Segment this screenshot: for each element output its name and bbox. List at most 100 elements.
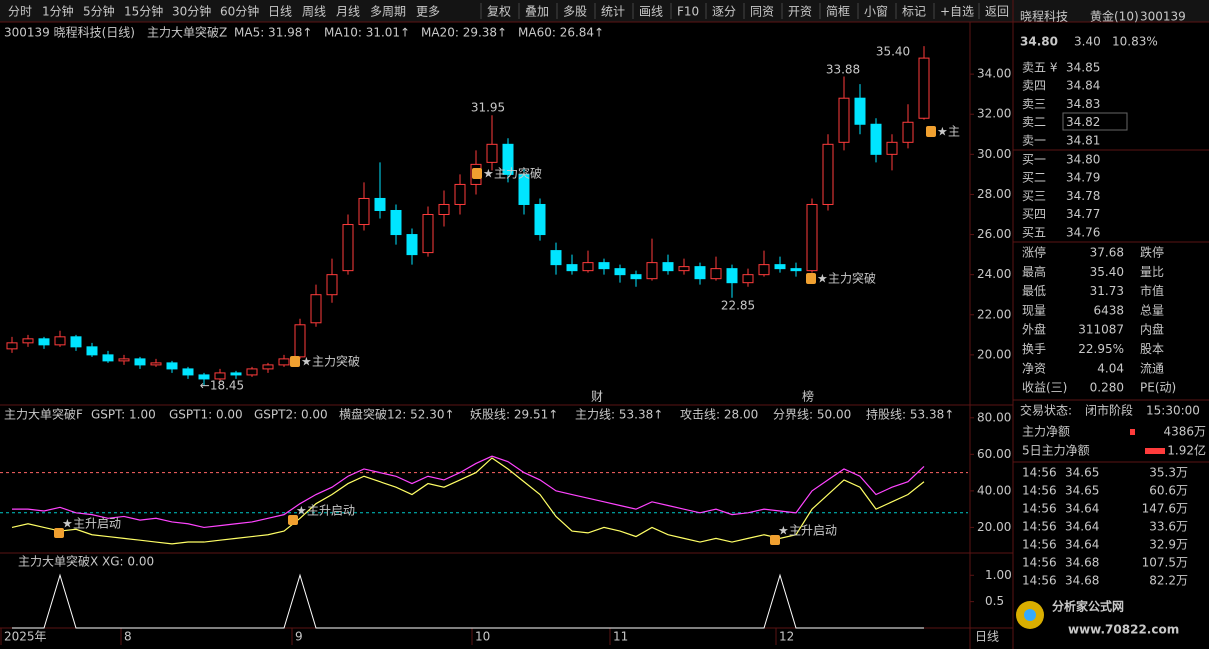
date-label: 9: [295, 630, 303, 644]
candle-body: [134, 358, 146, 366]
book-price: 34.84: [1066, 79, 1100, 93]
candle-body: [678, 266, 690, 272]
y-tick-label: 32.00: [977, 107, 1011, 121]
tool-button[interactable]: 画线: [639, 5, 663, 19]
book-price: 34.82: [1066, 115, 1100, 129]
y-tick-label: 40.00: [977, 483, 1011, 497]
candle-body: [742, 274, 754, 284]
candle-body: [182, 368, 194, 376]
signal-label: 主升启动: [789, 524, 837, 538]
book-price: 34.81: [1066, 133, 1100, 147]
period-tab[interactable]: 周线: [302, 5, 326, 19]
tool-button[interactable]: 开资: [788, 5, 812, 19]
candle-body: [662, 262, 674, 272]
period-tab[interactable]: 日线: [268, 5, 292, 19]
tool-button[interactable]: 简框: [826, 5, 850, 19]
tick-price: 34.64: [1065, 538, 1099, 552]
candle-body: [294, 324, 306, 358]
tool-button[interactable]: 小窗: [864, 5, 888, 19]
stat-label: 内盘: [1140, 322, 1164, 337]
date-label: 8: [124, 630, 132, 644]
y-tick-label: 60.00: [977, 447, 1011, 461]
status-label: 交易状态:: [1020, 403, 1072, 418]
tick-volume: 60.6万: [1149, 484, 1188, 498]
tool-button[interactable]: 复权: [487, 5, 511, 19]
period-tab[interactable]: 分时: [8, 5, 32, 19]
tool-button[interactable]: +自选: [940, 5, 974, 19]
candle-body: [838, 97, 850, 143]
pane-header: MA20: 29.38↑: [421, 26, 507, 40]
y-tick-label: 80.00: [977, 410, 1011, 424]
stat-value: 6438: [1093, 303, 1124, 317]
stat-label: 股本: [1140, 342, 1164, 356]
book-price: 34.80: [1066, 153, 1100, 167]
price-highlight: [1062, 112, 1128, 131]
tool-button[interactable]: 标记: [902, 5, 926, 19]
candle-body: [614, 268, 626, 276]
date-label: 12: [779, 630, 794, 644]
book-price: 34.76: [1066, 225, 1100, 239]
candle-body: [70, 336, 82, 348]
period-tab[interactable]: 月线: [336, 5, 360, 19]
period-tab[interactable]: 15分钟: [124, 4, 163, 19]
signal-icon: [54, 528, 64, 538]
xg-line: [12, 573, 924, 629]
period-tab[interactable]: 多周期: [370, 5, 406, 19]
candle-body: [390, 209, 402, 236]
book-label: 卖三: [1022, 97, 1046, 111]
stat-label: 市值: [1140, 283, 1164, 298]
period-tab[interactable]: 5分钟: [83, 4, 115, 19]
y-tick-label: 22.00: [977, 307, 1011, 321]
candle-body: [166, 362, 178, 370]
pane-header: 持股线: 53.38↑: [866, 407, 954, 422]
tool-button[interactable]: F10: [677, 5, 699, 19]
period-tab[interactable]: 30分钟: [172, 4, 211, 19]
candle-body: [486, 143, 498, 163]
tool-button[interactable]: 多股: [563, 5, 587, 19]
stat-label: 换手: [1022, 342, 1046, 356]
candle-body: [582, 262, 594, 272]
pane-header: 横盘突破12: 52.30↑: [339, 407, 455, 422]
signal-label: 主力突破: [312, 354, 360, 369]
tool-button[interactable]: 叠加: [525, 5, 549, 19]
period-tab[interactable]: 1分钟: [42, 4, 74, 19]
stat-value: 35.40: [1090, 265, 1124, 279]
event-marker: 财: [591, 390, 603, 404]
date-label: 11: [613, 630, 628, 644]
candle-body: [406, 234, 418, 256]
candle-body: [38, 338, 50, 346]
tool-button[interactable]: 返回: [985, 5, 1009, 19]
candle-body: [550, 250, 562, 266]
tool-button[interactable]: 同资: [750, 5, 774, 19]
stat-label: 最高: [1022, 264, 1046, 279]
tool-button[interactable]: 逐分: [712, 5, 736, 19]
book-label: 买五: [1022, 225, 1046, 239]
signal-star: ★: [937, 125, 948, 139]
stat-label: 流通: [1140, 361, 1164, 375]
status-value: 闭市阶段: [1085, 403, 1133, 418]
candle-body: [822, 143, 834, 205]
period-tab[interactable]: 60分钟: [220, 4, 259, 19]
pane-header: MA5: 31.98↑: [234, 26, 312, 40]
period-tab[interactable]: 更多: [416, 5, 440, 19]
candle-body: [102, 354, 114, 362]
stat-label: 总量: [1140, 303, 1164, 317]
stat-value: 37.68: [1090, 246, 1124, 260]
pane-header: 攻击线: 28.00: [680, 408, 758, 422]
tool-button[interactable]: 统计: [601, 5, 625, 19]
stock-code: 300139: [1140, 10, 1186, 24]
tick-price: 34.68: [1065, 556, 1099, 570]
y-tick-label: 30.00: [977, 147, 1011, 161]
y-tick-label: 20.00: [977, 520, 1011, 534]
candle-body: [918, 57, 930, 119]
pane-header: 主力大单突破X XG: 0.00: [18, 554, 154, 569]
tick-time: 14:56: [1022, 556, 1057, 570]
change-pct: 10.83%: [1112, 35, 1158, 49]
candle-body: [278, 358, 290, 366]
pane-header: 300139 晓程科技(日线): [4, 25, 135, 40]
candle-body: [774, 264, 786, 270]
signal-label: 主力突破: [494, 166, 542, 181]
stat-label: 涨停: [1022, 245, 1046, 260]
stat-label: 最低: [1022, 284, 1046, 298]
tick-price: 34.68: [1065, 574, 1099, 588]
